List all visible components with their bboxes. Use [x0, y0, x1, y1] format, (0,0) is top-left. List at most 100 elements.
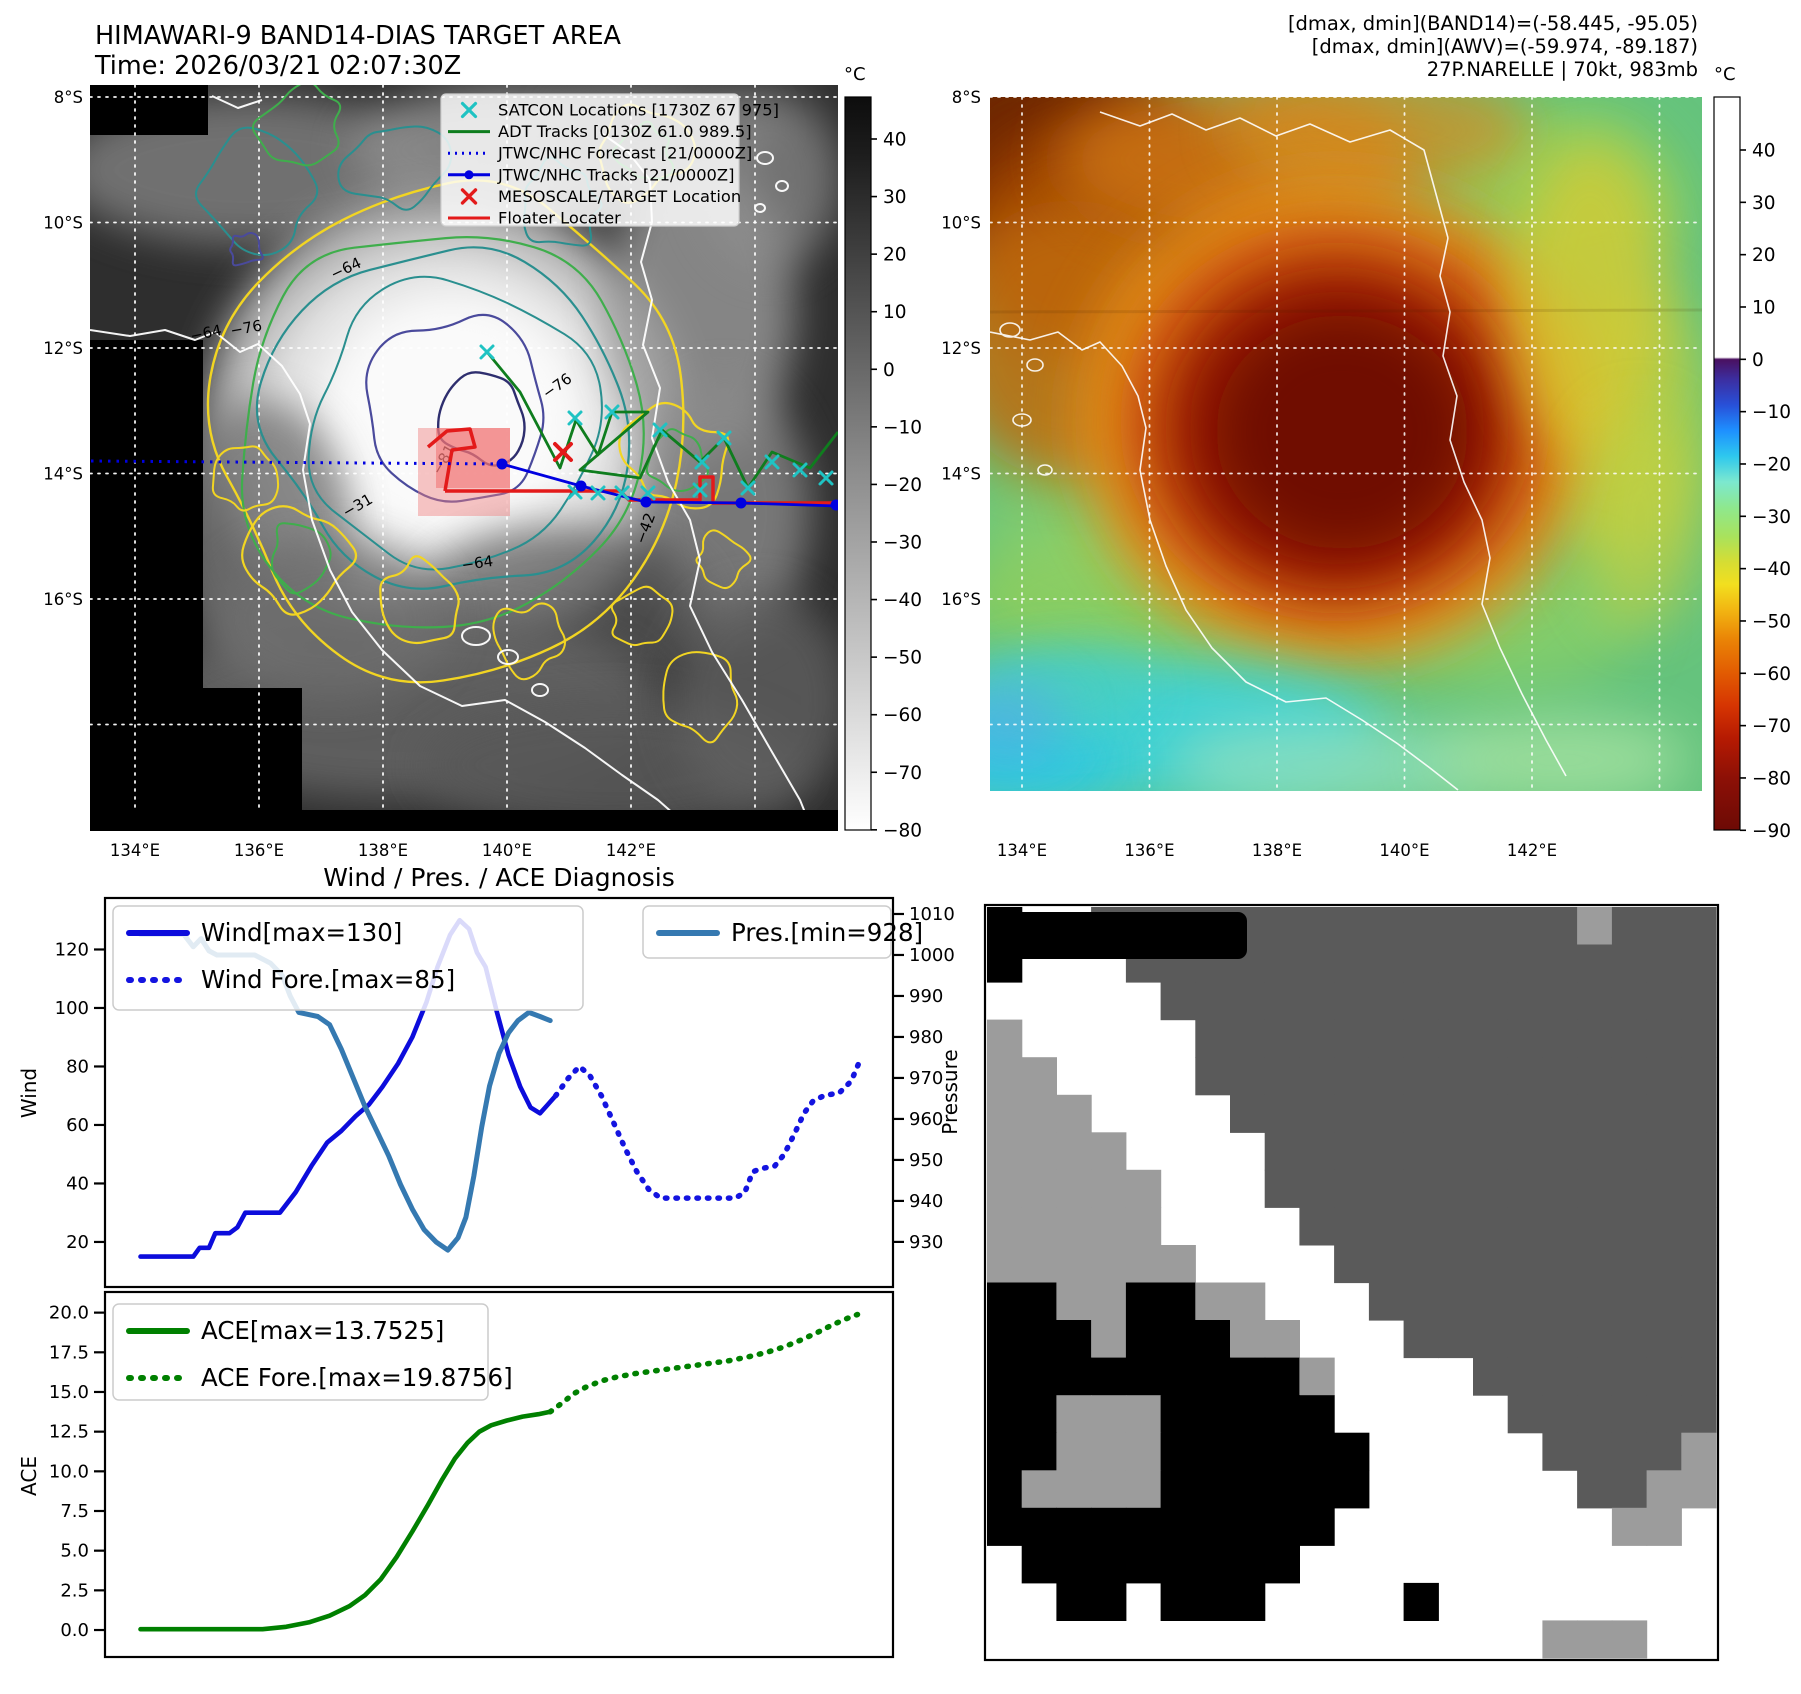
- diagnosis-title: Wind / Pres. / ACE Diagnosis: [323, 863, 675, 892]
- awv-ir-image: [990, 97, 1702, 791]
- lat-tick-label: 16°S: [43, 590, 83, 609]
- lat-tick-label: 12°S: [43, 339, 83, 358]
- y-tick-label: 930: [909, 1232, 943, 1253]
- y-tick-label: 20: [66, 1232, 89, 1253]
- colorbar-tick-label: −50: [1752, 611, 1791, 632]
- band14-colorbar: °C 40 30 20 10 0 −10 −20 −30 −40 −50 −60 −70 −80: [844, 64, 922, 841]
- wmg-count-badge: [1002, 912, 1247, 959]
- chart-frame: [103, 896, 895, 1289]
- band14-no-data-region: [90, 85, 302, 812]
- colorbar-tick-label: 30: [1752, 193, 1776, 214]
- colorbar-tick-label: −60: [1752, 664, 1791, 685]
- y-tick-label: 1000: [909, 945, 955, 966]
- lat-tick-label: 16°S: [941, 590, 981, 609]
- awv-header-line3: 27P.NARELLE | 70kt, 983mb: [1427, 58, 1698, 81]
- floater-locater-track: [426, 427, 477, 492]
- colorbar-tick-label: −30: [1752, 507, 1791, 528]
- colorbar-tick-label: −40: [1752, 559, 1791, 580]
- colorbar-tick-label: 20: [1752, 245, 1776, 266]
- y-tick-label: 17.5: [49, 1342, 89, 1363]
- lat-tick-label: 10°S: [43, 214, 83, 233]
- colorbar-tick-label: 10: [883, 302, 907, 323]
- lat-tick-label: 8°S: [952, 88, 981, 107]
- legend-item-label: ACE[max=13.7525]: [201, 1316, 444, 1345]
- lon-tick-label: 140°E: [1379, 841, 1429, 860]
- colorbar-tick-label: −80: [1752, 768, 1791, 789]
- band14-title-line2: Time: 2026/03/21 02:07:30Z: [94, 51, 461, 81]
- wmg-panel: WMG Count: 0: [983, 903, 1720, 1662]
- colorbar-tick-label: 30: [883, 187, 907, 208]
- series-forecast: [552, 1057, 863, 1201]
- y-tick-label: 960: [909, 1109, 943, 1130]
- colorbar-tick-label: −60: [883, 705, 922, 726]
- awv-colorbar: °C 40 30 20 10 0 −10 −20 −30 −40 −50 −60 −70 −80 −90: [1713, 64, 1791, 842]
- y-tick-label: 1010: [909, 904, 955, 925]
- colorbar-tick-label: 20: [883, 245, 907, 266]
- legend-item-label: ADT Tracks [0130Z 61.0 989.5]: [498, 122, 752, 141]
- chart-frame: [103, 1290, 895, 1659]
- copyright-text: Copyright © 2020-2026 Dapiya: [98, 811, 412, 832]
- y-tick-label: 15.0: [49, 1382, 89, 1403]
- wmg-count-label: WMG Count: 0: [1020, 922, 1237, 953]
- y-tick-label: 980: [909, 1027, 943, 1048]
- lon-tick-label: 140°E: [482, 841, 532, 860]
- series-forecast: [547, 1311, 861, 1415]
- colorbar-tick-label: −70: [1752, 716, 1791, 737]
- legend-item-label: JTWC/NHC Forecast [21/0000Z]: [497, 144, 752, 163]
- lon-tick-label: 134°E: [997, 841, 1047, 860]
- lon-tick-label: 136°E: [1124, 841, 1174, 860]
- ace-axis-label: ACE: [17, 1456, 41, 1496]
- awv-satellite-map: [990, 97, 1702, 791]
- copyright-bar: Copyright © 2020-2026 Dapiya: [90, 810, 838, 832]
- wmg-mask-image: [987, 907, 1717, 1659]
- legend-item-label: Pres.[min=928]: [731, 918, 923, 947]
- lat-tick-label: 14°S: [941, 465, 981, 484]
- diagnosis-charts: 20 40 60 80 100 120 930 940 950 960 970 980 990 1000 1…: [49, 896, 955, 1659]
- legend-item-label: JTWC/NHC Tracks [21/0000Z]: [497, 165, 734, 184]
- legend-item-label: Floater Locater: [498, 209, 621, 228]
- y-tick-label: 950: [909, 1150, 943, 1171]
- legend-item-label: MESOSCALE/TARGET Location: [498, 187, 741, 206]
- band14-legend: SATCON Locations [1730Z 67 975] ADT Track…: [440, 93, 779, 228]
- awv-axis-labels: 8°S 10°S 12°S 14°S 16°S 134°E 136°E 138°E 140°E 1…: [941, 88, 1557, 860]
- lon-tick-label: 134°E: [110, 841, 160, 860]
- lon-tick-label: 142°E: [606, 841, 656, 860]
- legend-item-label: Wind[max=130]: [201, 918, 402, 947]
- lat-tick-label: 14°S: [43, 465, 83, 484]
- lon-tick-label: 136°E: [234, 841, 284, 860]
- colorbar-tick-label: −10: [883, 417, 922, 438]
- y-tick-label: 5.0: [60, 1541, 89, 1562]
- colorbar-tick-label: −30: [883, 532, 922, 553]
- y-tick-label: 10.0: [49, 1461, 89, 1482]
- pressure-axis-label: Pressure: [938, 1049, 962, 1134]
- colorbar-tick-label: −50: [883, 648, 922, 669]
- awv-gridlines: [990, 97, 1702, 791]
- chart-legend: [642, 905, 892, 959]
- mesoscale-target-area-box: [418, 428, 510, 516]
- lon-tick-label: 138°E: [358, 841, 408, 860]
- colorbar-tick-label: −20: [1752, 454, 1791, 475]
- colorbar-tick-label: −20: [883, 475, 922, 496]
- y-tick-label: 120: [55, 939, 89, 960]
- legend-item-label: SATCON Locations [1730Z 67 975]: [498, 101, 779, 120]
- series-observed: [138, 1409, 553, 1632]
- y-tick-label: 970: [909, 1068, 943, 1089]
- y-tick-label: 40: [66, 1173, 89, 1194]
- awv-header-line2: [dmax, dmin](AWV)=(-59.974, -89.187): [1312, 35, 1698, 58]
- band14-colorbar-unit: °C: [844, 64, 866, 85]
- y-tick-label: 12.5: [49, 1422, 89, 1443]
- colorbar-tick-label: −10: [1752, 402, 1791, 423]
- y-tick-label: 0.0: [60, 1620, 89, 1641]
- awv-colorbar-unit: °C: [1714, 64, 1736, 85]
- band14-cloud-field: [90, 85, 838, 830]
- contour-label: −64: [460, 552, 494, 574]
- legend-item-label: Wind Fore.[max=85]: [201, 965, 455, 994]
- awv-scan-seam: [990, 308, 1702, 314]
- band14-title-line1: HIMAWARI-9 BAND14-DIAS TARGET AREA: [95, 21, 622, 51]
- colorbar-tick-label: 40: [883, 130, 907, 151]
- awv-header-line1: [dmax, dmin](BAND14)=(-58.445, -95.05): [1288, 12, 1698, 35]
- y-tick-label: 990: [909, 986, 943, 1007]
- chart-legend: [112, 1303, 489, 1401]
